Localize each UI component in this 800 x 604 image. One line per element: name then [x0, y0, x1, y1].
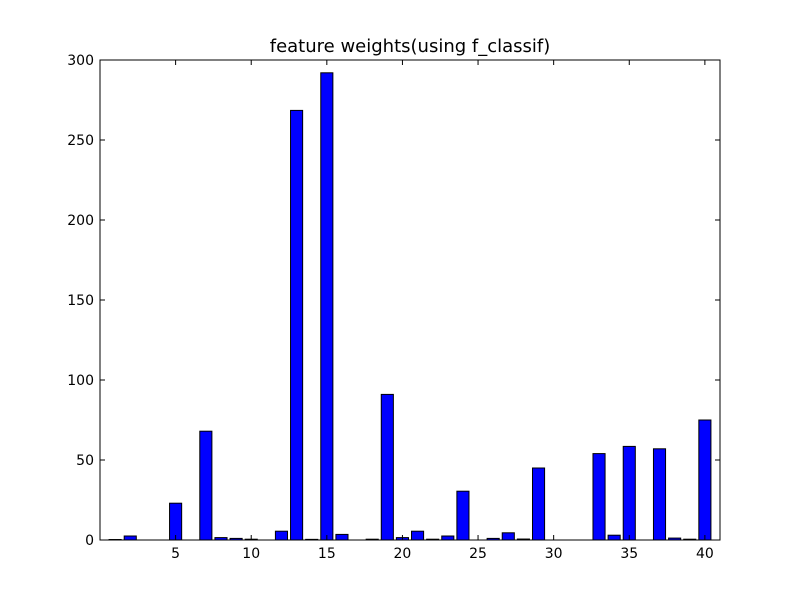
bar-feature-16 — [336, 534, 348, 540]
bar-feature-23 — [442, 536, 454, 540]
bars-group — [109, 73, 711, 540]
bar-feature-21 — [412, 531, 424, 540]
y-tick-label: 200 — [67, 213, 94, 229]
bar-feature-13 — [291, 110, 303, 540]
bar-feature-7 — [200, 431, 212, 540]
chart-title: feature weights(using f_classif) — [270, 36, 551, 57]
bar-feature-34 — [608, 535, 620, 540]
x-tick-label: 40 — [696, 546, 714, 562]
bar-feature-29 — [532, 468, 544, 540]
bar-feature-37 — [653, 449, 665, 540]
y-tick-label: 0 — [85, 533, 94, 549]
bar-feature-15 — [321, 73, 333, 540]
bar-feature-35 — [623, 446, 635, 540]
y-tick-label: 150 — [67, 293, 94, 309]
y-tick-label: 300 — [67, 53, 94, 69]
x-tick-label: 5 — [171, 546, 180, 562]
x-tick-label: 20 — [394, 546, 412, 562]
bar-feature-19 — [381, 394, 393, 540]
bar-feature-12 — [275, 531, 287, 540]
x-tick-label: 15 — [318, 546, 336, 562]
bar-feature-24 — [457, 491, 469, 540]
y-tick-label: 100 — [67, 373, 94, 389]
bar-feature-2 — [124, 536, 136, 540]
x-tick-label: 10 — [242, 546, 260, 562]
bar-feature-5 — [170, 503, 182, 540]
x-tick-label: 35 — [620, 546, 638, 562]
bar-feature-27 — [502, 533, 514, 540]
y-tick-label: 50 — [76, 453, 94, 469]
bar-feature-40 — [699, 420, 711, 540]
x-tick-label: 25 — [469, 546, 487, 562]
x-tick-label: 30 — [545, 546, 563, 562]
bar-feature-33 — [593, 454, 605, 540]
y-tick-label: 250 — [67, 133, 94, 149]
